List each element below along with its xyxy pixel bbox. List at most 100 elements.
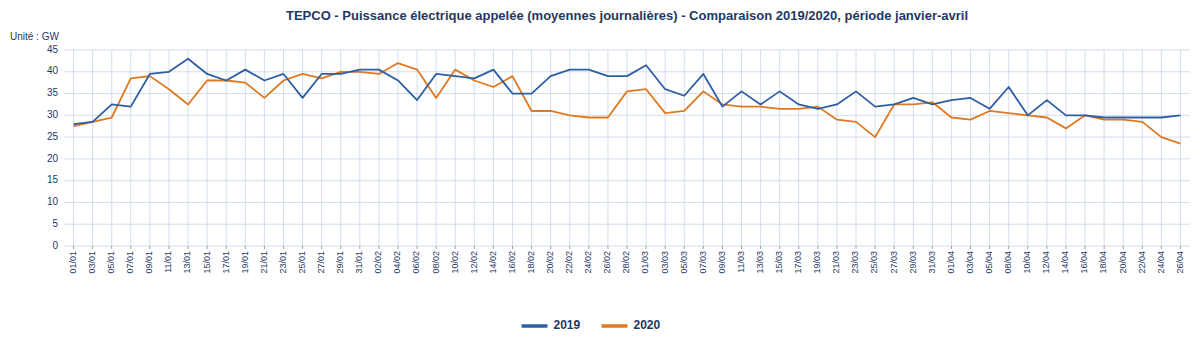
grid-line-x (703, 50, 704, 246)
grid-line-x (798, 50, 799, 246)
x-tick-label: 01/01 (68, 251, 78, 274)
x-tick-label: 20/04 (1118, 251, 1128, 274)
x-tick (378, 246, 379, 249)
x-tick-label: 25/01 (297, 251, 307, 274)
x-tick (149, 246, 150, 249)
x-tick (1065, 246, 1066, 249)
grid-line-x (894, 50, 895, 246)
grid-line-x (665, 50, 666, 246)
x-tick-label: 20/02 (545, 251, 555, 274)
x-tick-label: 22/04 (1137, 251, 1147, 274)
x-tick-label: 17/03 (793, 251, 803, 274)
legend-label: 2019 (554, 318, 581, 332)
x-tick-label: 07/03 (698, 251, 708, 274)
x-tick-label: 17/01 (221, 251, 231, 274)
x-tick (569, 246, 570, 249)
grid-line-x (684, 50, 685, 246)
y-tick-label: 5 (52, 218, 58, 229)
x-tick (493, 246, 494, 249)
x-tick (397, 246, 398, 249)
chart: TEPCO - Puissance électrique appelée (mo… (0, 0, 1203, 344)
lines (74, 59, 1181, 144)
x-tick (894, 246, 895, 249)
x-tick (817, 246, 818, 249)
x-tick-label: 10/04 (1022, 251, 1032, 274)
x-tick (760, 246, 761, 249)
x-tick-label: 29/01 (335, 251, 345, 274)
y-axis: 051015202530354045 (47, 44, 59, 251)
grid (64, 50, 1190, 246)
x-tick (989, 246, 990, 249)
grid-line-x (168, 50, 169, 246)
x-tick (1180, 246, 1181, 249)
x-tick (627, 246, 628, 249)
grid-line-x (512, 50, 513, 246)
x-tick-label: 23/03 (850, 251, 860, 274)
x-tick (588, 246, 589, 249)
legend-swatch (522, 324, 548, 328)
x-tick-label: 12/02 (469, 251, 479, 274)
grid-line-x (340, 50, 341, 246)
x-tick-label: 16/02 (507, 251, 517, 274)
grid-line-x (550, 50, 551, 246)
x-tick (321, 246, 322, 249)
x-tick-label: 02/02 (373, 251, 383, 274)
x-tick (665, 246, 666, 249)
x-tick (856, 246, 857, 249)
x-tick-label: 16/04 (1079, 251, 1089, 274)
grid-line-x (73, 50, 74, 246)
x-tick (875, 246, 876, 249)
x-tick (359, 246, 360, 249)
x-tick-label: 28/02 (621, 251, 631, 274)
x-tick-label: 21/03 (831, 251, 841, 274)
x-tick (1046, 246, 1047, 249)
x-tick (245, 246, 246, 249)
grid-line-x (1104, 50, 1105, 246)
x-tick (168, 246, 169, 249)
x-tick-label: 09/01 (144, 251, 154, 274)
x-tick (684, 246, 685, 249)
grid-line-x (378, 50, 379, 246)
grid-line-x (1142, 50, 1143, 246)
x-tick (474, 246, 475, 249)
x-tick-label: 18/04 (1098, 251, 1108, 274)
x-tick-label: 08/02 (431, 251, 441, 274)
grid-line-x (188, 50, 189, 246)
x-tick (340, 246, 341, 249)
grid-line-x (302, 50, 303, 246)
unit-label: Unité : GW (10, 31, 59, 42)
grid-line-x (951, 50, 952, 246)
x-tick (1104, 246, 1105, 249)
grid-line-x (493, 50, 494, 246)
x-tick (798, 246, 799, 249)
x-tick-label: 26/02 (602, 251, 612, 274)
x-tick (646, 246, 647, 249)
grid-line-x (149, 50, 150, 246)
grid-line-x (1123, 50, 1124, 246)
grid-line-x (1046, 50, 1047, 246)
x-tick (932, 246, 933, 249)
x-tick-label: 19/01 (240, 251, 250, 274)
legend-label: 2020 (634, 318, 661, 332)
x-tick (703, 246, 704, 249)
x-tick-label: 03/01 (87, 251, 97, 274)
x-tick (1161, 246, 1162, 249)
x-tick-label: 06/02 (411, 251, 421, 274)
x-tick (722, 246, 723, 249)
x-tick-label: 31/01 (354, 251, 364, 274)
x-tick-label: 04/02 (392, 251, 402, 274)
x-tick (531, 246, 532, 249)
x-tick (741, 246, 742, 249)
x-tick (302, 246, 303, 249)
grid-line-x (722, 50, 723, 246)
grid-line-x (989, 50, 990, 246)
x-tick (188, 246, 189, 249)
x-tick (111, 246, 112, 249)
x-tick-label: 03/04 (965, 251, 975, 274)
grid-line-x (359, 50, 360, 246)
x-tick (607, 246, 608, 249)
x-tick-label: 22/02 (564, 251, 574, 274)
grid-line-x (1008, 50, 1009, 246)
x-tick-label: 14/04 (1060, 251, 1070, 274)
grid-line-x (1065, 50, 1066, 246)
